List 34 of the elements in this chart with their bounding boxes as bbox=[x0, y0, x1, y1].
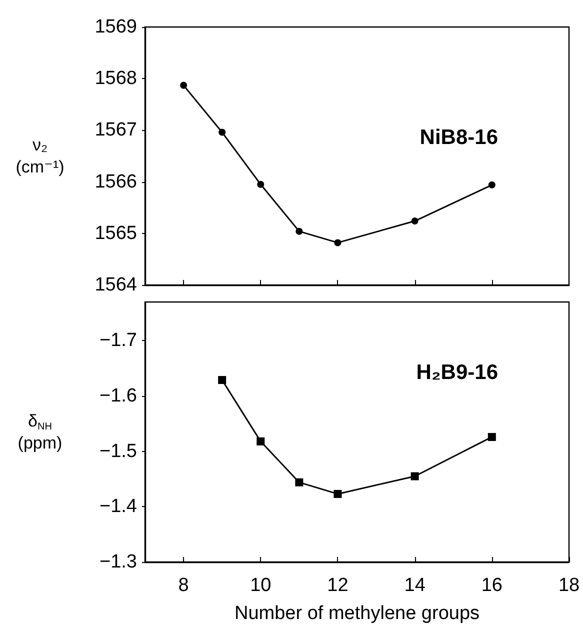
y-tick-label: −1.3 bbox=[99, 552, 137, 572]
y-tick-label: 1568 bbox=[94, 68, 137, 90]
y-tick-label: 1564 bbox=[94, 274, 138, 296]
x-axis-title: Number of methylene groups bbox=[234, 603, 480, 624]
x-tick-label: 14 bbox=[404, 575, 426, 596]
y-tick-label: −1.5 bbox=[99, 440, 137, 462]
point bbox=[218, 128, 226, 136]
point bbox=[488, 181, 496, 188]
y-tick-label: 1567 bbox=[94, 120, 137, 141]
x-tick-label: 10 bbox=[250, 575, 272, 596]
x-tick-label: 16 bbox=[481, 575, 502, 596]
x-tick-label: 18 bbox=[558, 575, 580, 596]
annotation: H₂B9-16 bbox=[416, 361, 498, 384]
x-tick-label: 8 bbox=[178, 575, 189, 596]
y-axis-title: ν₂ (cm⁻¹) bbox=[16, 136, 64, 176]
point bbox=[411, 218, 418, 225]
point bbox=[410, 472, 419, 480]
x-tick-label: 12 bbox=[327, 575, 348, 596]
point bbox=[295, 478, 304, 486]
annotation: NiB8-16 bbox=[420, 126, 498, 149]
y-tick-label: 1566 bbox=[94, 171, 137, 192]
point bbox=[218, 376, 226, 384]
point bbox=[257, 180, 264, 188]
point bbox=[180, 82, 188, 89]
point bbox=[296, 228, 303, 235]
point bbox=[488, 432, 496, 441]
y-tick-label: 1569 bbox=[94, 16, 137, 38]
point bbox=[334, 239, 342, 246]
y-tick-label: −1.7 bbox=[99, 330, 137, 352]
point bbox=[256, 437, 265, 446]
y-tick-label: −1.4 bbox=[99, 496, 138, 518]
y-tick-label: 1565 bbox=[94, 222, 137, 244]
point bbox=[334, 490, 342, 498]
y-tick-label: −1.6 bbox=[99, 386, 137, 407]
